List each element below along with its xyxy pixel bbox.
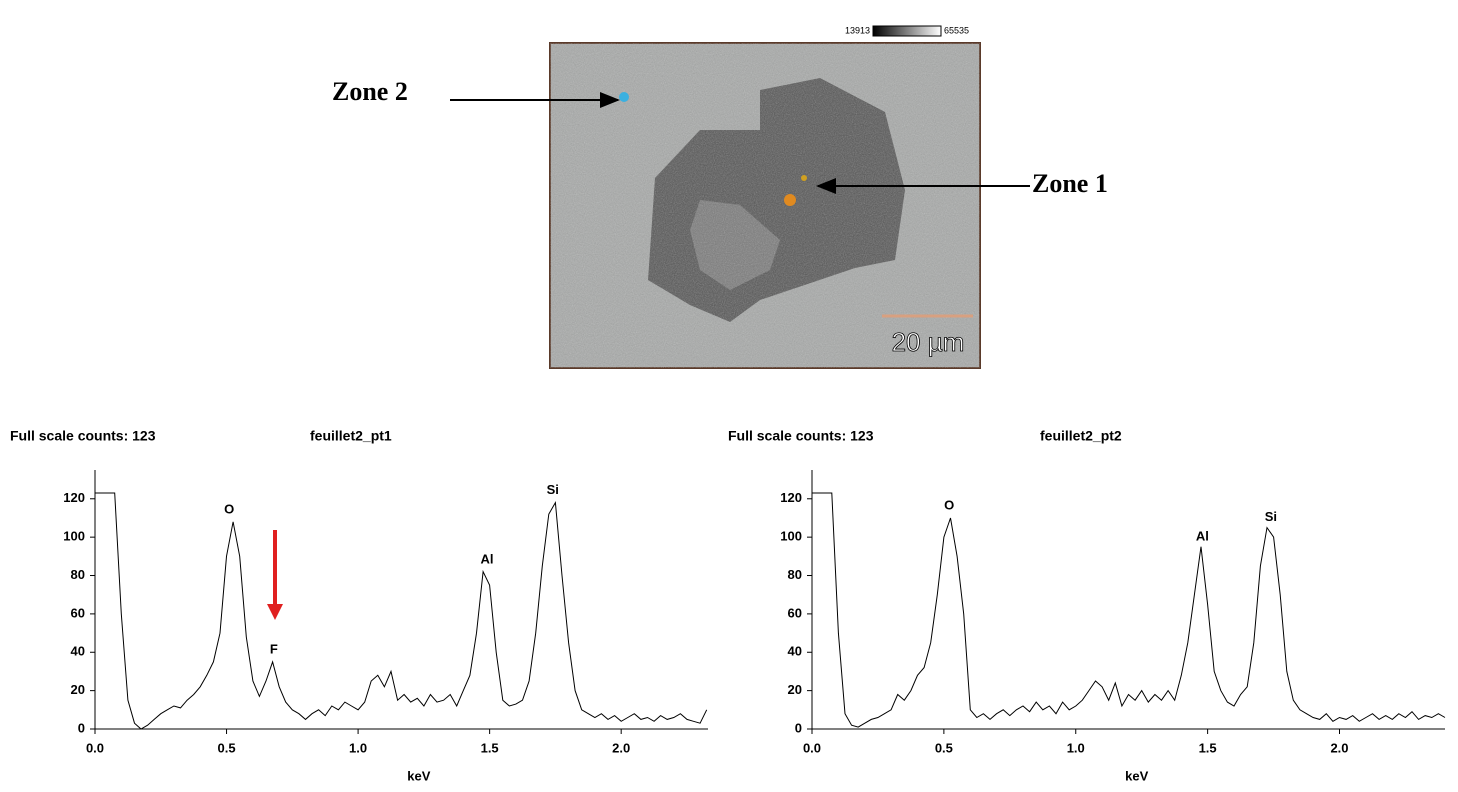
peak-label: Si: [547, 482, 559, 497]
y-tick-label: 40: [788, 644, 802, 659]
peak-label: F: [270, 641, 278, 656]
chart-header: Full scale counts: 123: [728, 428, 874, 444]
zone1-marker: [801, 175, 807, 181]
spectrum-line: [95, 492, 708, 730]
peak-label: O: [224, 501, 234, 516]
scale-bar-label: 20 µm: [892, 327, 965, 357]
x-axis-label: keV: [1125, 768, 1148, 783]
sem-image: 13913 65535 20 µm: [549, 25, 981, 369]
y-tick-label: 60: [788, 605, 802, 620]
x-tick-label: 1.0: [1067, 740, 1085, 755]
x-tick-label: 1.0: [349, 740, 367, 755]
y-tick-label: 0: [78, 720, 85, 735]
x-tick-label: 0.5: [935, 740, 953, 755]
y-tick-label: 100: [780, 529, 802, 544]
y-tick-label: 60: [71, 605, 85, 620]
y-tick-label: 40: [71, 644, 85, 659]
x-tick-label: 0.0: [803, 740, 821, 755]
chart-title: feuillet2_pt2: [1040, 428, 1122, 444]
peak-label: O: [944, 498, 954, 513]
y-tick-label: 20: [71, 682, 85, 697]
x-tick-label: 1.5: [1199, 740, 1217, 755]
y-tick-label: 20: [788, 682, 802, 697]
zone-label: Zone 2: [332, 77, 408, 106]
peak-label: Al: [481, 551, 494, 566]
x-tick-label: 2.0: [1330, 740, 1348, 755]
x-tick-label: 2.0: [612, 740, 630, 755]
x-axis-label: keV: [407, 768, 430, 783]
y-tick-label: 120: [780, 490, 802, 505]
x-tick-label: 0.5: [218, 740, 236, 755]
y-tick-label: 80: [71, 567, 85, 582]
peak-label: Si: [1265, 509, 1277, 524]
peak-label: Al: [1196, 528, 1209, 543]
image-noise: [550, 43, 980, 368]
y-tick-label: 0: [795, 720, 802, 735]
x-tick-label: 1.5: [481, 740, 499, 755]
highlight-arrow-head: [267, 604, 283, 620]
x-tick-label: 0.0: [86, 740, 104, 755]
y-tick-label: 120: [63, 490, 85, 505]
zone1-marker: [784, 194, 796, 206]
chart-title: feuillet2_pt1: [310, 428, 392, 444]
zone2-marker: [619, 92, 629, 102]
zone-label: Zone 1: [1032, 169, 1108, 198]
spectrum-line: [812, 492, 1446, 728]
chart-header: Full scale counts: 123: [10, 428, 156, 444]
scale-max: 65535: [944, 25, 969, 35]
gray-scale: [872, 25, 942, 37]
y-tick-label: 80: [788, 567, 802, 582]
y-tick-label: 100: [63, 529, 85, 544]
scale-min: 13913: [845, 25, 870, 35]
